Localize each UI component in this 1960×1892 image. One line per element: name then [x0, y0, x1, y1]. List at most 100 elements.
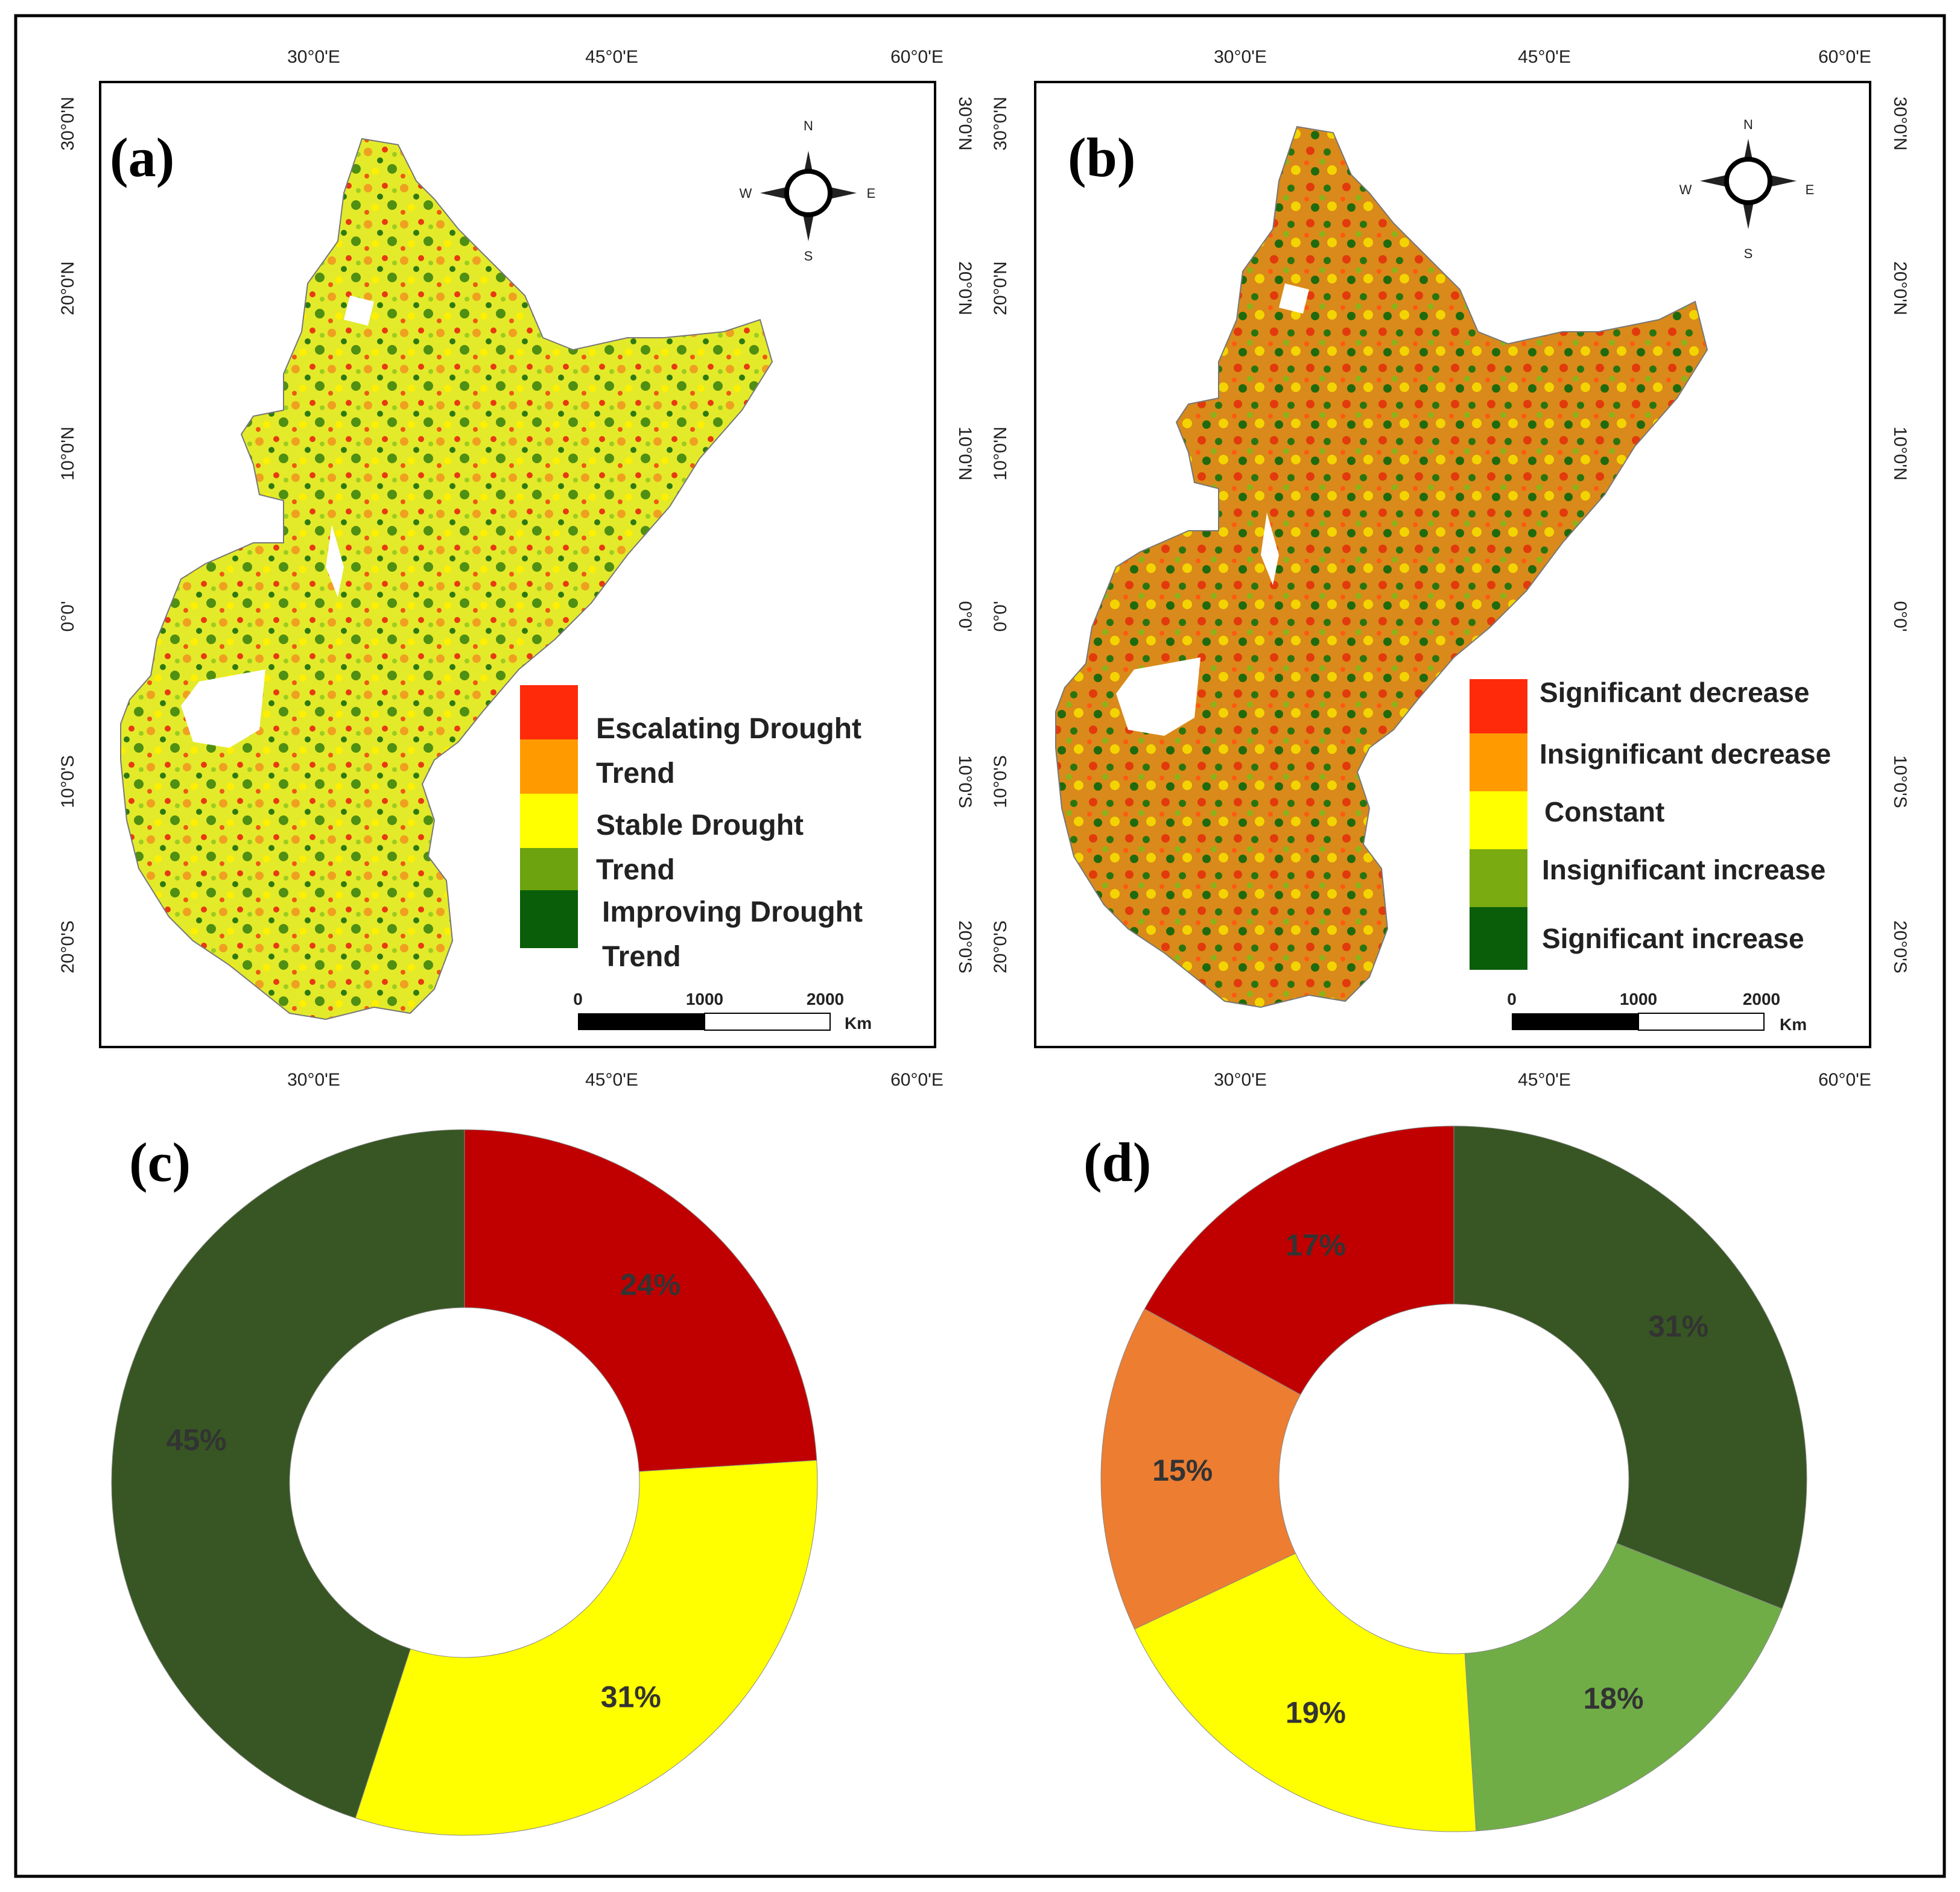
legend-a-label-3: Stable Drought	[596, 809, 804, 841]
svg-text:10°0'N: 10°0'N	[58, 426, 78, 480]
legend-a-swatch-escalating-2	[520, 739, 578, 794]
svg-text:0°0': 0°0'	[955, 601, 975, 631]
donut-chart-c: 24% 31% 45%	[111, 1129, 818, 1836]
svg-text:60°0'E: 60°0'E	[1818, 47, 1871, 67]
svg-text:30°0'N: 30°0'N	[58, 96, 78, 150]
map-panel-a: (a) N S W E Escalating Drought Trend	[58, 47, 975, 1090]
donut-d-slice-1	[1464, 1543, 1783, 1832]
svg-text:20°0'S: 20°0'S	[1890, 920, 1910, 973]
donut-d-slice-2	[1134, 1552, 1477, 1832]
svg-text:0°0': 0°0'	[58, 601, 78, 631]
legend-b-label-1: Significant decrease	[1540, 677, 1809, 708]
svg-text:Km: Km	[845, 1014, 872, 1033]
svg-text:30°0'N: 30°0'N	[955, 96, 975, 150]
svg-text:30°0'E: 30°0'E	[1214, 1070, 1267, 1090]
svg-text:45°0'E: 45°0'E	[585, 47, 638, 67]
legend-b-label-4: Insignificant increase	[1542, 854, 1825, 885]
legend-b-label-2: Insignificant decrease	[1540, 738, 1831, 770]
donut-d-slice-0	[1453, 1125, 1807, 1609]
legend-b-label-5: Significant increase	[1542, 923, 1804, 954]
legend-a-swatch-improving	[520, 848, 578, 890]
donut-c-label-2: 45%	[167, 1423, 227, 1457]
lake-a1	[344, 296, 374, 326]
map-panel-b: (b) N S W E Significant decrease Insigni…	[991, 47, 1910, 1090]
legend-a: Escalating Drought Trend Stable Drought …	[520, 685, 863, 973]
legend-b-swatch-2	[1470, 733, 1527, 791]
svg-text:60°0'E: 60°0'E	[890, 47, 944, 67]
svg-text:30°0'E: 30°0'E	[287, 1070, 340, 1090]
svg-text:10°0'S: 10°0'S	[1890, 755, 1910, 808]
donut-d-label-1: 18%	[1583, 1682, 1643, 1715]
scalebar-b: 0 1000 2000 Km	[1507, 990, 1807, 1034]
legend-b-swatch-4	[1470, 849, 1527, 907]
svg-text:0°0': 0°0'	[991, 601, 1010, 631]
lake-victoria-b	[1116, 657, 1200, 736]
donut-d-label-2: 19%	[1286, 1695, 1346, 1729]
svg-text:20°0'S: 20°0'S	[58, 920, 78, 973]
svg-text:0: 0	[573, 990, 583, 1008]
svg-text:2000: 2000	[1743, 990, 1780, 1008]
lake-a2	[326, 525, 344, 597]
compass-ring-icon	[784, 169, 833, 217]
map-region-a	[120, 138, 773, 1020]
svg-text:2000: 2000	[807, 990, 844, 1008]
donut-chart-d: 31% 18% 19% 15% 17%	[1100, 1125, 1807, 1832]
legend-a-swatch-improving-2	[520, 890, 578, 948]
svg-text:60°0'E: 60°0'E	[1818, 1070, 1871, 1090]
lake-victoria-a	[181, 669, 265, 748]
legend-b: Significant decrease Insignificant decre…	[1470, 677, 1831, 970]
lake-b2	[1261, 513, 1279, 585]
svg-text:10°0'S: 10°0'S	[58, 755, 78, 808]
svg-text:20°0'N: 20°0'N	[1890, 261, 1910, 315]
donut-c-slice-0	[464, 1129, 817, 1472]
donut-d-slice-4	[1144, 1125, 1454, 1395]
svg-text:0: 0	[1507, 990, 1517, 1008]
svg-text:1000: 1000	[1620, 990, 1657, 1008]
compass-west: W	[1679, 182, 1692, 197]
svg-text:20°0'N: 20°0'N	[955, 261, 975, 315]
compass-ring-icon	[1724, 157, 1772, 205]
donut-d-slice-3	[1100, 1308, 1301, 1630]
compass-a: N S W E	[740, 118, 876, 264]
svg-text:1000: 1000	[686, 990, 723, 1008]
donut-d-label-4: 17%	[1286, 1229, 1346, 1262]
compass-east: E	[1806, 182, 1815, 197]
svg-text:45°0'E: 45°0'E	[1518, 1070, 1571, 1090]
ticks-b: 30°0'E 45°0'E 60°0'E 30°0'E 45°0'E 60°0'…	[991, 47, 1910, 1090]
donut-c-slice-1	[355, 1460, 818, 1836]
compass-north: N	[1743, 117, 1753, 132]
donut-d-label-3: 15%	[1152, 1454, 1213, 1487]
donut-c-label-0: 24%	[620, 1268, 680, 1302]
svg-text:20°0'N: 20°0'N	[991, 261, 1010, 315]
donut-d-label-0: 31%	[1648, 1309, 1708, 1343]
scalebar-a: 0 1000 2000 Km	[573, 990, 872, 1033]
panel-label-b: (b)	[1068, 127, 1135, 188]
donut-c-slice-2	[111, 1129, 465, 1819]
legend-a-swatch-escalating	[520, 685, 578, 739]
svg-text:20°0'S: 20°0'S	[955, 920, 975, 973]
legend-a-label-4: Trend	[596, 854, 675, 886]
legend-b-label-3: Constant	[1544, 796, 1664, 827]
svg-text:20°0'S: 20°0'S	[991, 920, 1010, 973]
svg-text:10°0'N: 10°0'N	[991, 426, 1010, 480]
legend-a-label-1: Escalating Drought	[596, 713, 861, 745]
compass-south: S	[804, 248, 813, 264]
figure-border	[14, 14, 1946, 1878]
ticks-a: 30°0'E 45°0'E 60°0'E 30°0'E 45°0'E 60°0'…	[58, 47, 975, 1090]
legend-a-swatch-stable	[520, 794, 578, 848]
legend-a-label-6: Trend	[602, 941, 681, 973]
svg-text:60°0'E: 60°0'E	[890, 1070, 944, 1090]
svg-text:30°0'N: 30°0'N	[991, 96, 1010, 150]
svg-text:Km: Km	[1780, 1015, 1807, 1034]
svg-text:45°0'E: 45°0'E	[585, 1070, 638, 1090]
compass-west: W	[740, 186, 752, 201]
donut-c-label-1: 31%	[601, 1680, 661, 1714]
legend-a-label-5: Improving Drought	[602, 896, 863, 928]
svg-text:0°0': 0°0'	[1890, 601, 1910, 631]
svg-text:10°0'N: 10°0'N	[955, 426, 975, 480]
map-region-b	[1055, 125, 1708, 1008]
lake-b1	[1279, 283, 1309, 314]
svg-text:30°0'E: 30°0'E	[287, 47, 340, 67]
compass-north: N	[804, 118, 813, 133]
